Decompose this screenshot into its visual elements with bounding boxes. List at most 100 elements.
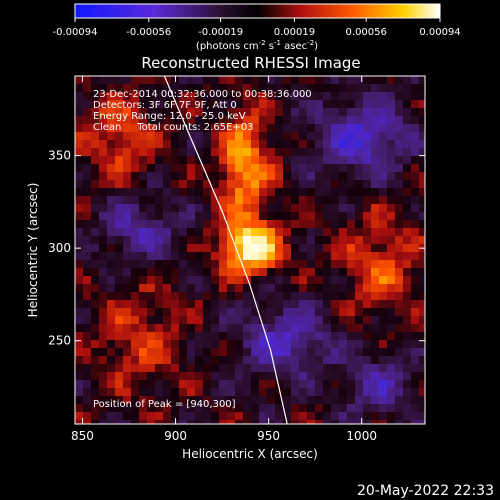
heatmap-cell [355,404,364,413]
heatmap-cell [331,228,340,237]
heatmap-cell [363,220,372,229]
heatmap-cell [195,380,204,389]
heatmap-cell [259,76,268,85]
heatmap-cell [123,396,132,405]
heatmap-cell [411,84,420,93]
heatmap-cell [251,84,260,93]
heatmap-cell [131,92,140,101]
heatmap-cell [203,180,212,189]
heatmap-cell [155,404,164,413]
heatmap-cell [259,412,268,421]
heatmap-cell [251,124,260,133]
heatmap-cell [235,308,244,317]
heatmap-cell [275,116,284,125]
heatmap-cell [123,372,132,381]
heatmap-cell [107,380,116,389]
heatmap-cell [147,92,156,101]
heatmap-cell [83,116,92,125]
heatmap-cell [211,412,220,421]
heatmap-cell [91,100,100,109]
heatmap-cell [155,100,164,109]
heatmap-cell [251,140,260,149]
heatmap-cell [315,156,324,165]
heatmap-cell [347,76,356,85]
heatmap-cell [275,324,284,333]
heatmap-cell [219,180,228,189]
heatmap-cell [131,324,140,333]
heatmap-cell [235,372,244,381]
heatmap-cell [267,332,276,341]
heatmap-cell [315,252,324,261]
heatmap-cell [203,372,212,381]
heatmap-cell [219,268,228,277]
heatmap-cell [387,76,396,85]
heatmap-cell [235,268,244,277]
heatmap-cell [395,332,404,341]
heatmap-cell [419,180,425,189]
heatmap-cell [403,84,412,93]
heatmap-cell [379,268,388,277]
heatmap-cell [307,300,316,309]
heatmap-cell [179,244,188,253]
heatmap-cell [299,180,308,189]
heatmap-cell [123,148,132,157]
heatmap-cell [219,252,228,261]
heatmap-cell [387,412,396,421]
heatmap-cell [187,364,196,373]
heatmap-cell [411,244,420,253]
heatmap-cell [315,124,324,133]
heatmap-cell [275,300,284,309]
heatmap-cell [219,124,228,133]
heatmap-cell [347,356,356,365]
heatmap-cell [419,396,425,405]
heatmap-cell [275,124,284,133]
heatmap-cell [171,148,180,157]
heatmap-cell [243,204,252,213]
heatmap-cell [419,236,425,245]
heatmap-cell [227,412,236,421]
heatmap-cell [251,268,260,277]
heatmap-cell [299,124,308,133]
heatmap-cell [187,420,196,424]
heatmap-cell [411,188,420,197]
heatmap-cell [395,284,404,293]
heatmap-cell [307,204,316,213]
heatmap-cell [323,404,332,413]
heatmap-cell [115,412,124,421]
heatmap-cell [171,180,180,189]
heatmap-cell [139,372,148,381]
heatmap-cell [195,156,204,165]
heatmap-cell [323,188,332,197]
heatmap-cell [411,156,420,165]
heatmap-cell [219,372,228,381]
heatmap-cell [395,268,404,277]
heatmap-cell [219,148,228,157]
heatmap-cell [355,188,364,197]
heatmap-cell [363,180,372,189]
heatmap-cell [403,156,412,165]
heatmap-cell [155,388,164,397]
heatmap-cell [339,396,348,405]
heatmap-cell [267,380,276,389]
heatmap-cell [155,380,164,389]
heatmap-cell [155,356,164,365]
heatmap-cell [235,236,244,245]
heatmap-cell [235,332,244,341]
heatmap-cell [339,388,348,397]
heatmap-cell [299,380,308,389]
heatmap-cell [171,108,180,117]
heatmap-cell [211,84,220,93]
heatmap-cell [235,108,244,117]
heatmap-cell [131,396,140,405]
heatmap-cell [283,180,292,189]
heatmap-cell [283,364,292,373]
heatmap-cell [83,388,92,397]
heatmap-cell [283,140,292,149]
heatmap-cell [363,380,372,389]
heatmap-cell [131,116,140,125]
heatmap-cell [163,116,172,125]
heatmap-cell [179,180,188,189]
heatmap-cell [395,276,404,285]
heatmap-cell [139,124,148,133]
heatmap-cell [331,108,340,117]
